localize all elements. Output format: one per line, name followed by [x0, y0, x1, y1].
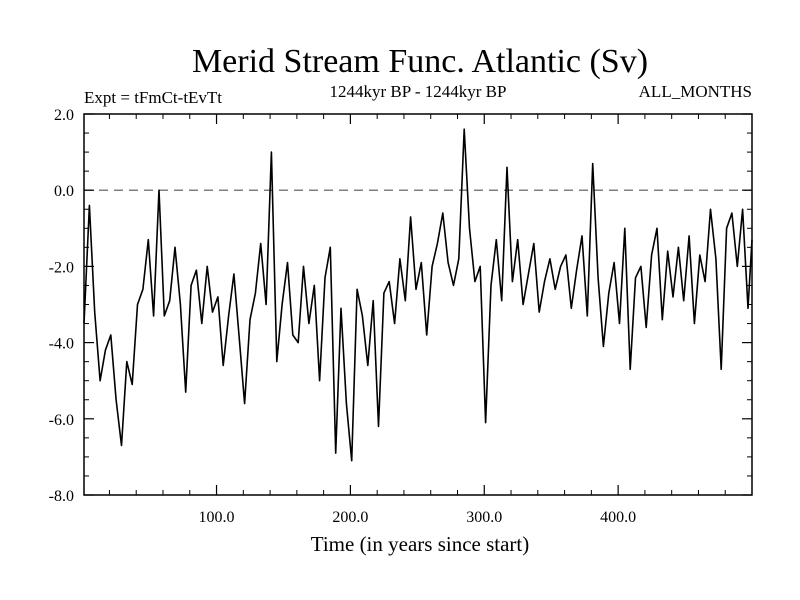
y-tick-label: -2.0	[49, 259, 74, 276]
x-tick-label: 300.0	[466, 509, 502, 526]
x-tick-label: 200.0	[332, 509, 368, 526]
y-tick-label: -8.0	[49, 488, 74, 505]
x-tick-label: 400.0	[600, 509, 636, 526]
y-tick-label: 0.0	[54, 183, 74, 200]
x-tick-label: 100.0	[199, 509, 235, 526]
x-axis-label: Time (in years since start)	[311, 532, 530, 556]
y-tick-label: -6.0	[49, 412, 74, 429]
experiment-label: Expt = tFmCt-tEvTt	[84, 88, 222, 107]
months-label: ALL_MONTHS	[639, 82, 752, 101]
y-tick-label: -4.0	[49, 336, 74, 353]
plot-area: 2.0 0.0 -2.0 -4.0 -6.0 -8.0 100.0 200.0 300.0 40…	[49, 107, 753, 526]
chart-title: Merid Stream Func. Atlantic (Sv)	[192, 43, 648, 80]
x-axis: 100.0 200.0 300.0 400.0	[108, 114, 726, 526]
plot-frame	[83, 113, 753, 496]
y-tick-label: 2.0	[54, 107, 74, 124]
y-axis: 2.0 0.0 -2.0 -4.0 -6.0 -8.0	[49, 107, 752, 505]
series-line	[83, 128, 753, 462]
chart-subtitle: 1244kyr BP - 1244kyr BP	[330, 82, 507, 101]
